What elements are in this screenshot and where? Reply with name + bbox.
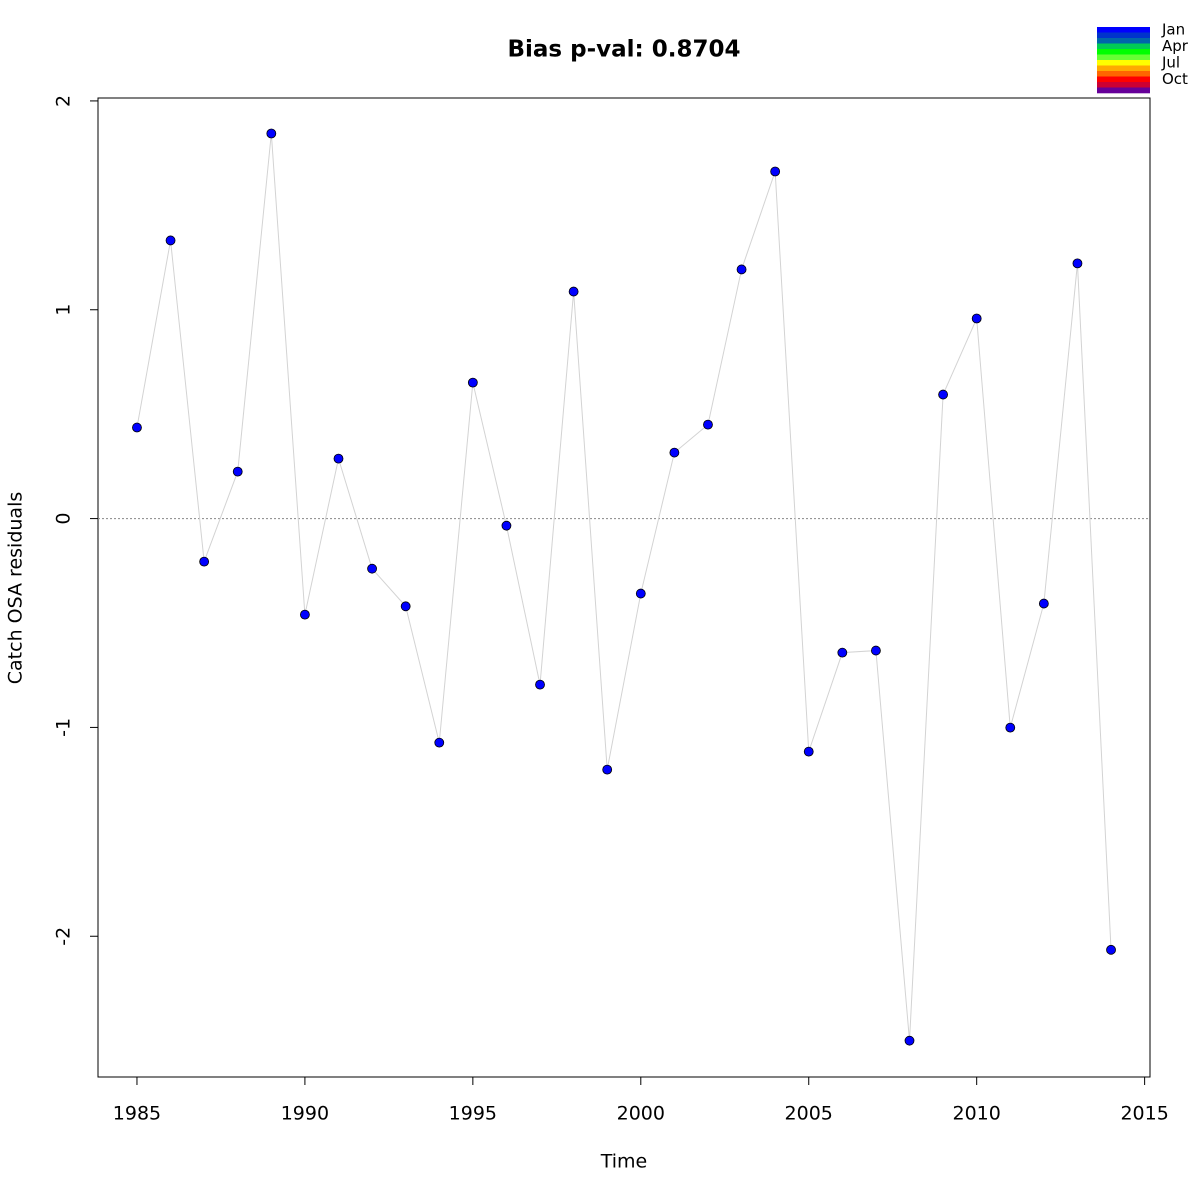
legend-label: Jan bbox=[1161, 21, 1185, 39]
data-point bbox=[132, 422, 142, 433]
legend-label: Apr bbox=[1162, 37, 1189, 55]
data-point bbox=[1038, 598, 1049, 609]
data-point bbox=[467, 377, 478, 388]
data-point bbox=[938, 389, 948, 400]
legend-swatch bbox=[1097, 54, 1150, 61]
x-tick-label: 1995 bbox=[449, 1103, 497, 1125]
data-point bbox=[803, 746, 814, 757]
legend-swatch bbox=[1097, 76, 1150, 83]
legend-swatch bbox=[1097, 71, 1150, 77]
legend-swatch bbox=[1097, 38, 1150, 44]
data-point bbox=[165, 235, 176, 246]
x-tick-label: 2010 bbox=[953, 1103, 1001, 1125]
y-tick-label: -1 bbox=[53, 718, 75, 737]
legend-swatch bbox=[1097, 82, 1150, 88]
y-tick-label: 0 bbox=[53, 513, 75, 525]
data-point bbox=[367, 563, 377, 574]
data-point bbox=[736, 264, 747, 275]
data-point bbox=[400, 601, 411, 612]
x-tick-label: 2000 bbox=[617, 1103, 665, 1125]
data-point bbox=[1005, 722, 1016, 733]
x-tick-label: 2015 bbox=[1120, 1103, 1168, 1125]
data-point bbox=[1106, 944, 1116, 955]
data-point bbox=[333, 453, 344, 464]
data-point bbox=[232, 466, 243, 477]
legend-swatch bbox=[1097, 43, 1150, 50]
data-point bbox=[770, 166, 781, 177]
y-tick-label: 1 bbox=[53, 304, 75, 316]
legend-swatch bbox=[1097, 27, 1150, 33]
y-tick-label: 2 bbox=[53, 95, 75, 107]
data-point bbox=[568, 286, 579, 297]
data-point bbox=[434, 737, 445, 748]
data-point bbox=[300, 609, 310, 620]
data-point bbox=[837, 647, 848, 658]
y-tick-label: -2 bbox=[53, 927, 75, 946]
x-tick-label: 2005 bbox=[785, 1103, 833, 1125]
x-axis-label: Time bbox=[600, 1151, 648, 1173]
x-tick-label: 1990 bbox=[281, 1103, 329, 1125]
legend-swatch bbox=[1097, 65, 1150, 72]
chart-title: Bias p-val: 0.8704 bbox=[508, 37, 741, 63]
legend-swatch bbox=[1097, 87, 1150, 94]
x-tick-label: 1985 bbox=[113, 1103, 161, 1125]
plot-frame bbox=[97, 97, 1151, 1078]
legend-label: Jul bbox=[1161, 54, 1180, 72]
data-point bbox=[199, 556, 210, 567]
data-point bbox=[266, 128, 277, 139]
legend-swatch bbox=[1097, 60, 1150, 66]
legend-swatch bbox=[1097, 32, 1150, 39]
data-point bbox=[535, 679, 545, 690]
legend-swatch bbox=[1097, 49, 1150, 55]
data-line bbox=[136, 133, 1112, 1041]
data-point bbox=[602, 764, 613, 775]
data-point bbox=[1072, 258, 1083, 269]
data-point bbox=[971, 313, 982, 324]
data-point bbox=[635, 588, 646, 599]
data-point bbox=[904, 1035, 915, 1046]
data-point bbox=[669, 447, 680, 458]
data-point bbox=[501, 520, 512, 531]
data-point bbox=[703, 419, 713, 430]
y-axis-label: Catch OSA residuals bbox=[5, 492, 27, 684]
legend-label: Oct bbox=[1162, 70, 1188, 88]
data-point bbox=[871, 645, 881, 656]
